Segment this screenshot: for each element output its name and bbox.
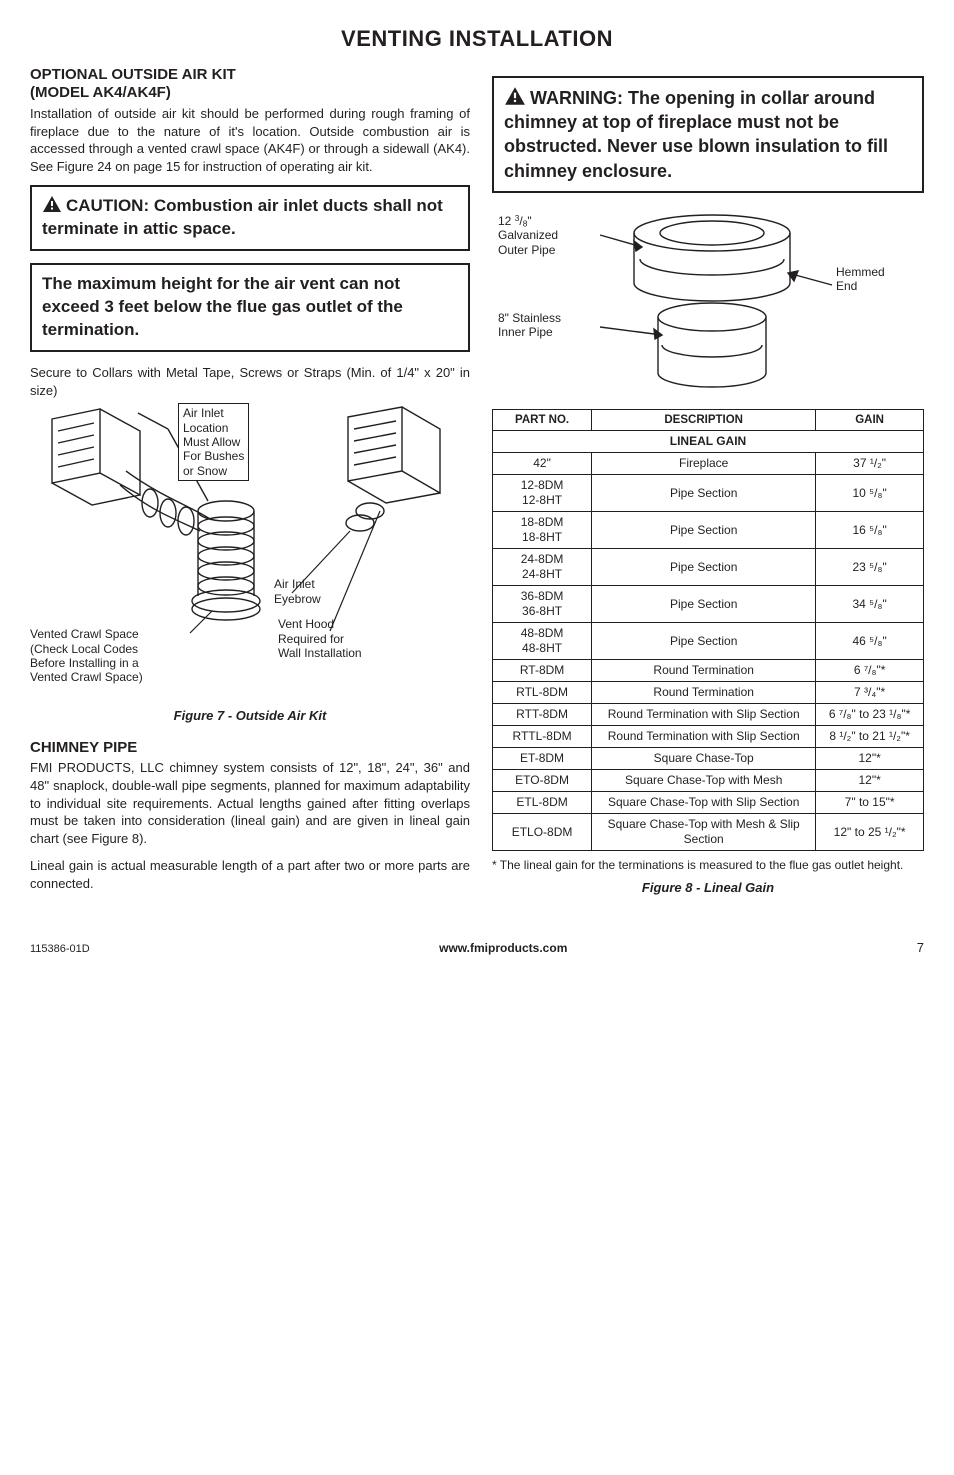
max-height-box: The maximum height for the air vent can … [30,263,470,352]
para-install-kit: Installation of outside air kit should b… [30,105,470,175]
cell-part-no: RT-8DM [493,660,592,682]
cell-gain: 7 ³/₄"* [816,682,924,704]
cell-gain: 37 ¹/₂" [816,453,924,475]
cell-gain: 46 ⁵/₈" [816,623,924,660]
table-row: ET-8DMSquare Chase-Top12"* [493,748,924,770]
cell-gain: 23 ⁵/₈" [816,549,924,586]
cell-part-no: ET-8DM [493,748,592,770]
cell-part-no: 36-8DM36-8HT [493,586,592,623]
warning-box: WARNING: The opening in collar around ch… [492,76,924,193]
cell-description: Fireplace [592,453,816,475]
col-gain: GAIN [816,409,924,430]
cell-gain: 6 ⁷/₈"* [816,660,924,682]
page-footer: 115386-01D www.fmiproducts.com 7 [30,939,924,957]
figure-7-diagram: Air InletLocationMust AllowFor Bushesor … [30,401,450,701]
cell-description: Round Termination [592,660,816,682]
cell-part-no: 24-8DM24-8HT [493,549,592,586]
label-air-inlet-eyebrow: Air InletEyebrow [274,577,321,606]
label-vent-hood: Vent HoodRequired forWall Installation [278,617,362,660]
warning-icon [504,86,526,106]
cell-gain: 34 ⁵/₈" [816,586,924,623]
cell-description: Pipe Section [592,549,816,586]
cell-description: Pipe Section [592,623,816,660]
warning-icon [42,195,62,213]
cell-description: Pipe Section [592,586,816,623]
cell-gain: 7" to 15"* [816,792,924,814]
footer-url: www.fmiproducts.com [439,940,567,956]
figure-7-caption: Figure 7 - Outside Air Kit [30,707,470,725]
figure-8-caption: Figure 8 - Lineal Gain [492,879,924,897]
cell-part-no: 18-8DM18-8HT [493,512,592,549]
caution-box: CAUTION: Combustion air inlet ducts shal… [30,185,470,251]
cell-gain: 6 ⁷/₈" to 23 ¹/₈"* [816,704,924,726]
figure-8-diagram: 12 3/8"GalvanizedOuter Pipe 8" Stainless… [492,205,912,405]
cell-part-no: RTTL-8DM [493,726,592,748]
cell-part-no: 42" [493,453,592,475]
cell-gain: 12" to 25 ¹/₂"* [816,814,924,851]
table-row: RTT-8DMRound Termination with Slip Secti… [493,704,924,726]
para-chimney-system: FMI PRODUCTS, LLC chimney system consist… [30,759,470,847]
page-title: VENTING INSTALLATION [30,24,924,54]
table-row: RT-8DMRound Termination6 ⁷/₈"* [493,660,924,682]
cell-part-no: ETLO-8DM [493,814,592,851]
caution-text: CAUTION: Combustion air inlet ducts shal… [42,196,443,238]
label-air-inlet-location: Air InletLocationMust AllowFor Bushesor … [178,403,249,481]
label-vented-crawl: Vented Crawl Space(Check Local CodesBefo… [30,627,143,685]
table-row: 36-8DM36-8HTPipe Section34 ⁵/₈" [493,586,924,623]
cell-gain: 12"* [816,748,924,770]
table-row: 12-8DM12-8HTPipe Section10 ⁵/₈" [493,475,924,512]
cell-description: Square Chase-Top with Mesh [592,770,816,792]
cell-part-no: ETO-8DM [493,770,592,792]
label-stainless: 8" StainlessInner Pipe [498,311,561,340]
cell-gain: 12"* [816,770,924,792]
table-row: ETO-8DMSquare Chase-Top with Mesh12"* [493,770,924,792]
table-title: LINEAL GAIN [493,431,924,453]
table-row: 24-8DM24-8HTPipe Section23 ⁵/₈" [493,549,924,586]
table-row: ETLO-8DMSquare Chase-Top with Mesh & Sli… [493,814,924,851]
cell-part-no: RTT-8DM [493,704,592,726]
table-row: RTL-8DMRound Termination7 ³/₄"* [493,682,924,704]
max-height-text: The maximum height for the air vent can … [42,274,403,339]
footer-page-number: 7 [917,939,924,957]
cell-gain: 16 ⁵/₈" [816,512,924,549]
cell-description: Square Chase-Top with Mesh & Slip Sectio… [592,814,816,851]
table-row: 18-8DM18-8HTPipe Section16 ⁵/₈" [493,512,924,549]
cell-gain: 10 ⁵/₈" [816,475,924,512]
para-lineal-gain-def: Lineal gain is actual measurable length … [30,857,470,892]
col-part-no: PART NO. [493,409,592,430]
heading-line1: OPTIONAL OUTSIDE AIR KIT [30,66,236,83]
cell-description: Pipe Section [592,475,816,512]
footer-docid: 115386-01D [30,942,90,957]
warning-text: WARNING: The opening in collar around ch… [504,88,888,181]
cell-part-no: 48-8DM48-8HT [493,623,592,660]
heading-optional-kit: OPTIONAL OUTSIDE AIR KIT (MODEL AK4/AK4F… [30,66,470,104]
cell-gain: 8 ¹/₂" to 21 ¹/₂"* [816,726,924,748]
para-secure-collars: Secure to Collars with Metal Tape, Screw… [30,364,470,399]
cell-description: Round Termination with Slip Section [592,726,816,748]
table-row: RTTL-8DMRound Termination with Slip Sect… [493,726,924,748]
cell-part-no: ETL-8DM [493,792,592,814]
cell-description: Square Chase-Top [592,748,816,770]
table-row: 42"Fireplace37 ¹/₂" [493,453,924,475]
label-galvanized: 12 3/8"GalvanizedOuter Pipe [498,213,558,257]
cell-description: Round Termination with Slip Section [592,704,816,726]
table-footnote: * The lineal gain for the terminations i… [492,857,924,873]
heading-chimney-pipe: CHIMNEY PIPE [30,739,470,758]
label-hemmed: HemmedEnd [836,265,885,294]
col-description: DESCRIPTION [592,409,816,430]
cell-part-no: RTL-8DM [493,682,592,704]
cell-description: Round Termination [592,682,816,704]
cell-part-no: 12-8DM12-8HT [493,475,592,512]
heading-line2: (MODEL AK4/AK4F) [30,84,171,101]
table-row: ETL-8DMSquare Chase-Top with Slip Sectio… [493,792,924,814]
cell-description: Pipe Section [592,512,816,549]
cell-description: Square Chase-Top with Slip Section [592,792,816,814]
lineal-gain-table: LINEAL GAIN PART NO. DESCRIPTION GAIN 42… [492,409,924,851]
table-row: 48-8DM48-8HTPipe Section46 ⁵/₈" [493,623,924,660]
